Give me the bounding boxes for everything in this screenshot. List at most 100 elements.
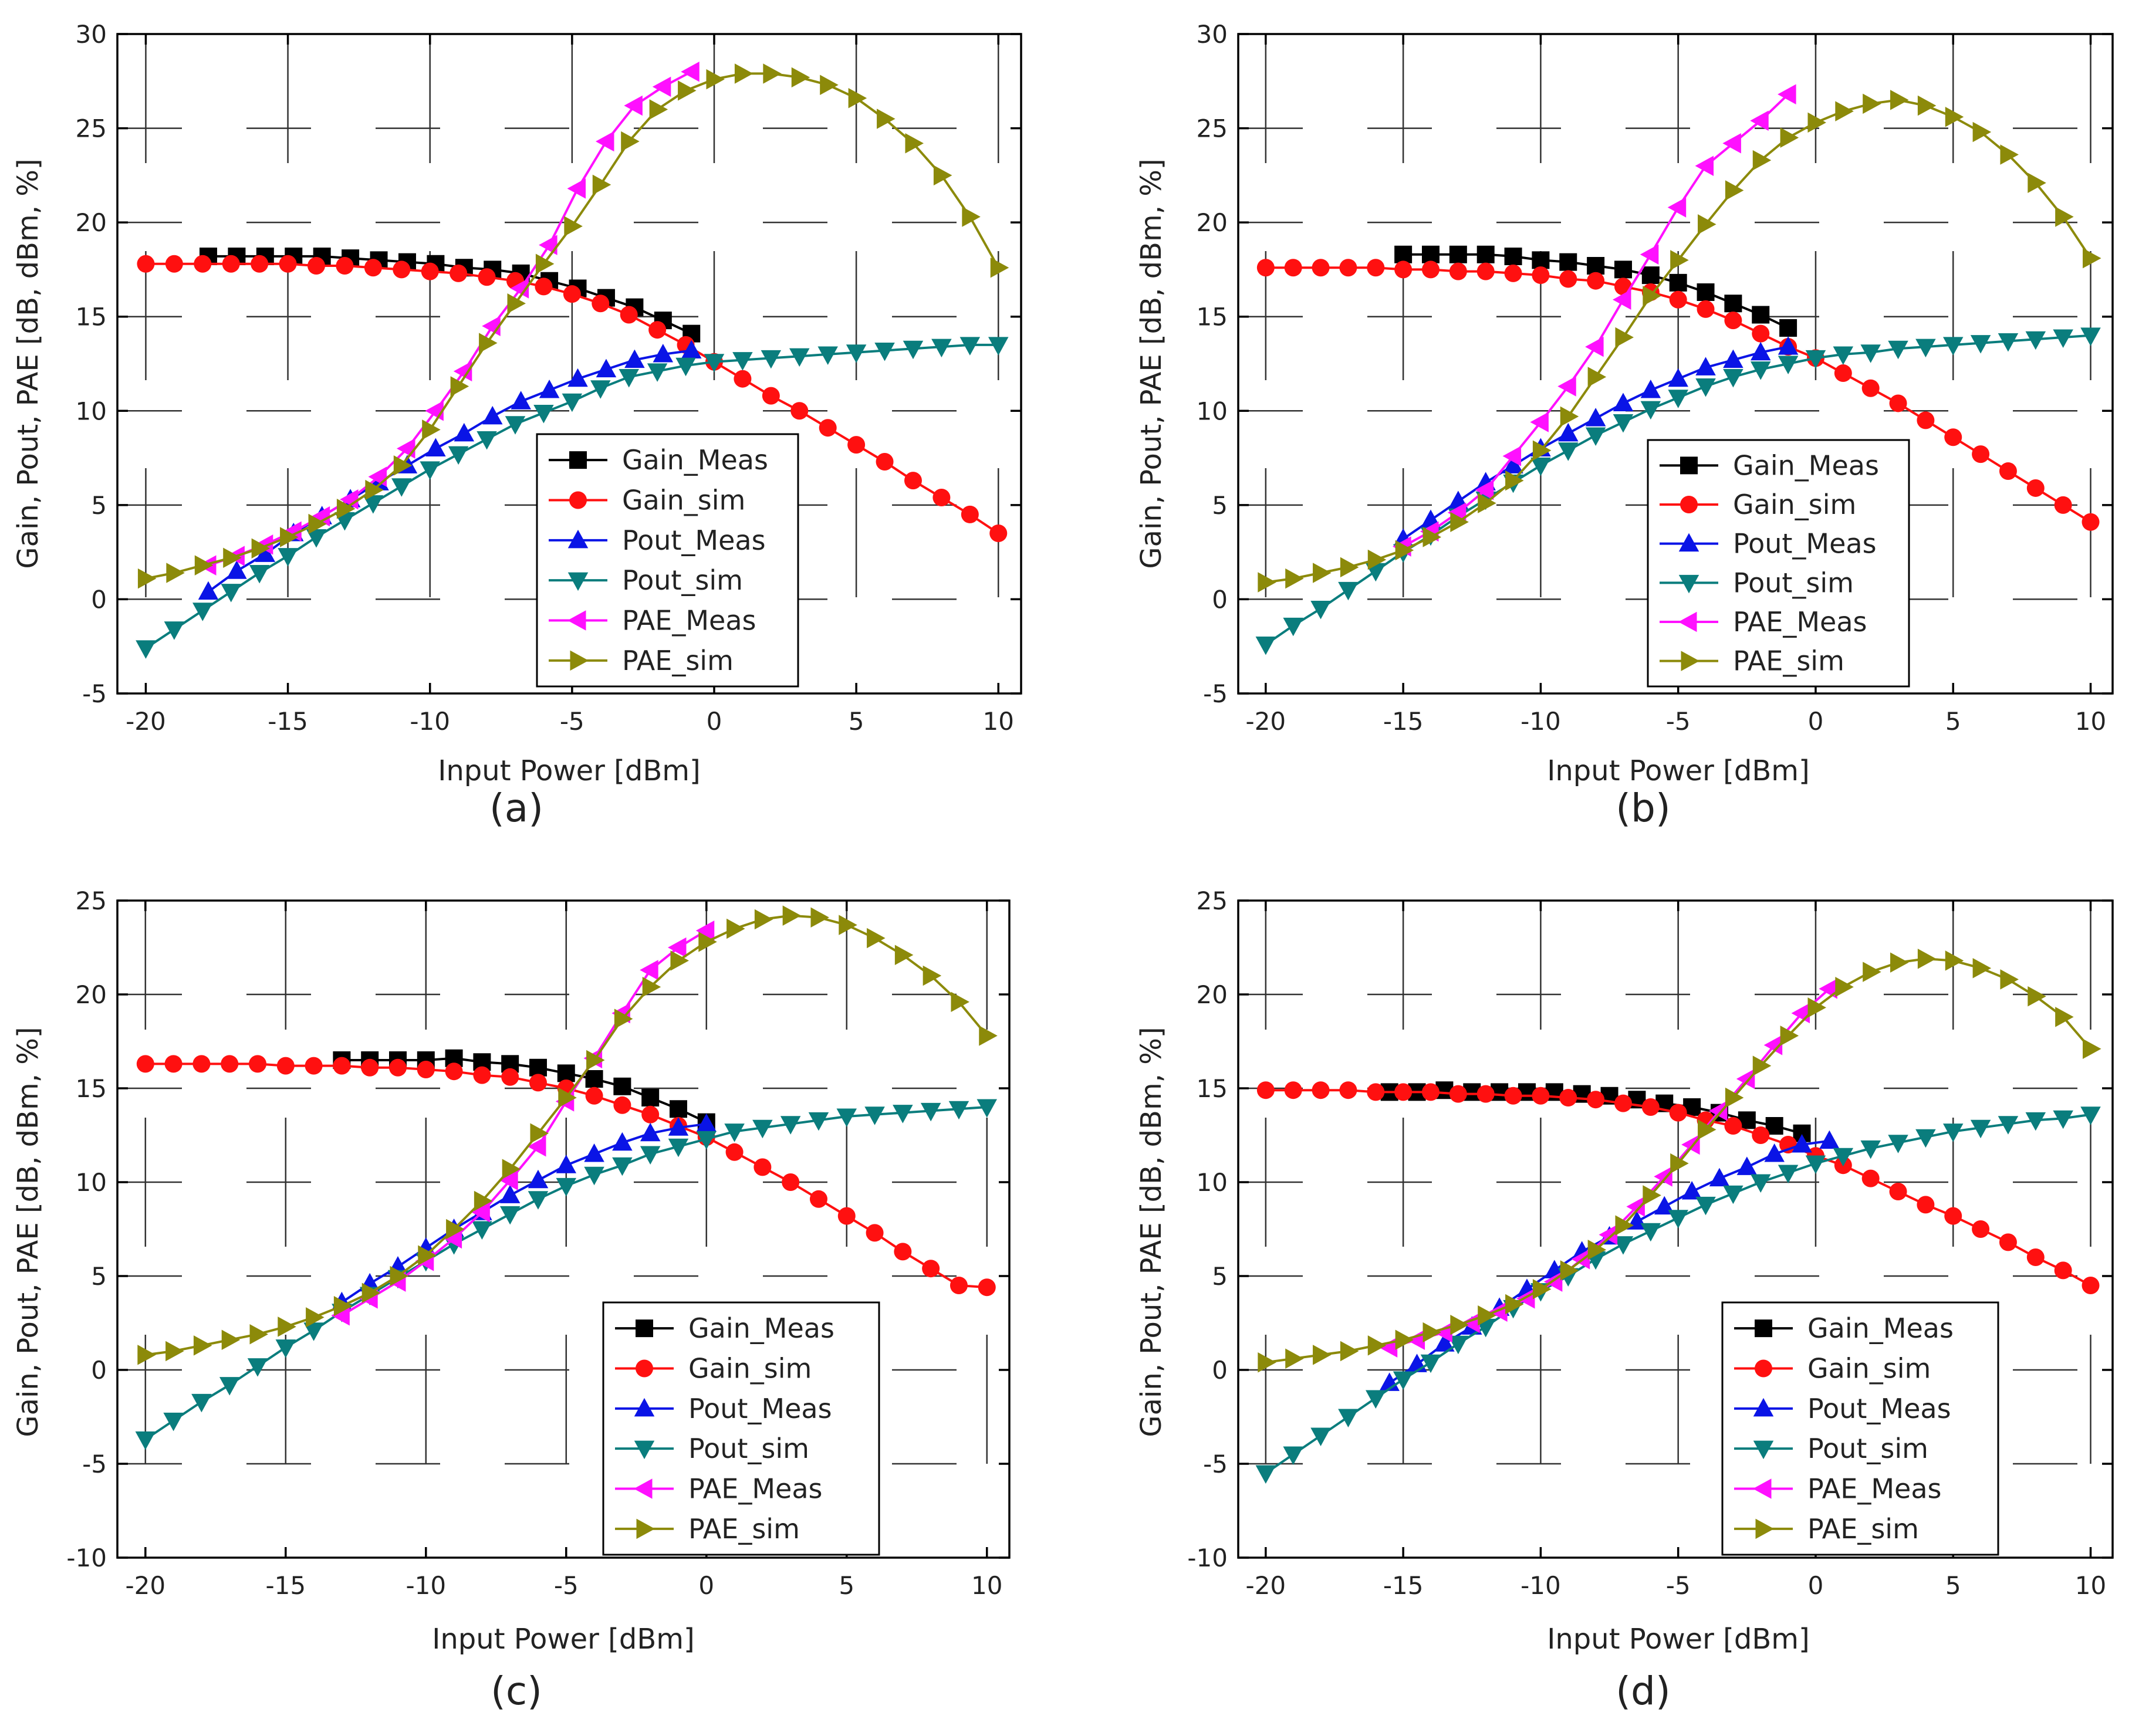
- data-point: [448, 446, 469, 465]
- data-point: [864, 1106, 885, 1125]
- legend-label: Pout_Meas: [1807, 1393, 1951, 1424]
- plot-frame: [1237, 899, 2114, 1559]
- legend-label: Gain_sim: [1807, 1353, 1931, 1385]
- data-point: [535, 253, 555, 275]
- x-tick-label: 10: [971, 1571, 1002, 1600]
- legend-label: Pout_sim: [622, 564, 743, 596]
- y-tick-label: 5: [1212, 491, 1228, 520]
- legend-marker: [636, 1359, 653, 1378]
- data-point: [1888, 1135, 1908, 1153]
- data-point: [303, 1322, 324, 1341]
- data-point: [529, 1058, 547, 1077]
- data-point: [1449, 1085, 1467, 1103]
- x-axis-label: Input Power [dBm]: [1547, 1623, 1810, 1656]
- data-point: [667, 937, 687, 958]
- legend-item: PAE_sim: [615, 1513, 800, 1545]
- data-point: [529, 1074, 547, 1092]
- legend-box: [1721, 1301, 1999, 1556]
- data-point: [789, 348, 810, 367]
- data-point: [652, 76, 671, 97]
- data-point: [1613, 1236, 1634, 1255]
- data-point: [1970, 335, 1991, 354]
- series-Gain_sim: [136, 1055, 996, 1297]
- legend-item: PAE_Meas: [1734, 1473, 1941, 1505]
- x-tick-label: -10: [406, 1571, 446, 1600]
- data-point: [1725, 1087, 1744, 1108]
- data-point: [1313, 563, 1332, 583]
- x-tick-label: 0: [1808, 1571, 1824, 1600]
- data-point: [1447, 502, 1467, 523]
- data-point: [1669, 1104, 1687, 1122]
- x-tick-label: -15: [1383, 1571, 1424, 1600]
- data-point: [592, 174, 611, 195]
- y-tick-label: 20: [76, 208, 107, 237]
- y-axis-label: Gain, Pout, PAE [dB, dBm, %]: [12, 1027, 45, 1437]
- data-point: [1571, 1248, 1590, 1270]
- data-point: [1489, 1301, 1508, 1322]
- data-point: [1449, 245, 1467, 263]
- data-point: [473, 1066, 491, 1084]
- data-point: [1450, 1314, 1469, 1335]
- data-point: [510, 278, 529, 299]
- data-point: [221, 1055, 239, 1073]
- data-point: [866, 1224, 884, 1242]
- data-point: [874, 343, 895, 361]
- data-point: [1805, 1155, 1826, 1174]
- data-point: [933, 165, 952, 186]
- data-point: [336, 499, 356, 519]
- legend-marker: [634, 1440, 655, 1460]
- data-point: [1587, 257, 1605, 275]
- data-point: [706, 69, 725, 90]
- y-tick-label: 0: [1212, 585, 1228, 614]
- data-point: [988, 337, 1009, 356]
- data-point: [894, 1243, 912, 1261]
- legend-label: Gain_Meas: [622, 444, 768, 476]
- panel-caption: (b): [1616, 786, 1670, 831]
- data-point: [1312, 259, 1330, 277]
- legend-label: PAE_sim: [1733, 645, 1844, 677]
- data-point: [164, 621, 185, 640]
- ticks: -20 -15 -10 -5 0 5 10 -5 0 5 10 15 20 25 30: [1197, 20, 2113, 736]
- data-point: [1587, 367, 1607, 387]
- data-point: [1310, 600, 1331, 620]
- data-point: [1834, 364, 1852, 383]
- data-point: [564, 216, 583, 236]
- x-axis-label: Input Power [dBm]: [1547, 754, 1810, 787]
- series-Pout_sim: [136, 337, 1009, 659]
- data-point: [136, 1055, 154, 1073]
- legend-marker: [567, 610, 586, 631]
- data-point: [556, 1155, 577, 1173]
- data-point: [2080, 327, 2101, 346]
- legend-marker: [634, 1478, 653, 1499]
- legend-item: Pout_Meas: [1660, 528, 1877, 560]
- data-point: [1780, 1026, 1799, 1046]
- data-point: [1640, 244, 1659, 265]
- data-point: [1655, 1094, 1674, 1112]
- legend-item: Pout_sim: [1660, 567, 1854, 598]
- data-point: [808, 1112, 829, 1131]
- legend-box: [536, 433, 799, 688]
- data-point: [1750, 110, 1769, 131]
- y-tick-label: 15: [76, 1074, 107, 1103]
- legend-marker: [636, 1319, 653, 1338]
- data-point: [1338, 1409, 1359, 1427]
- x-tick-label: -10: [1520, 707, 1561, 736]
- data-point: [165, 255, 183, 273]
- data-point: [586, 1050, 605, 1071]
- data-point: [1972, 445, 1990, 463]
- data-point: [647, 363, 668, 382]
- y-tick-label: 0: [91, 585, 107, 614]
- x-axis-label: Input Power [dBm]: [432, 1623, 695, 1656]
- data-point: [530, 1123, 549, 1144]
- legend-item: PAE_Meas: [615, 1473, 822, 1505]
- data-point: [621, 131, 640, 152]
- data-point: [1917, 411, 1935, 429]
- data-point: [1640, 379, 1661, 398]
- data-point: [558, 1087, 577, 1108]
- legend-label: PAE_sim: [622, 645, 734, 676]
- data-point: [1284, 1081, 1302, 1099]
- y-tick-label: 25: [1197, 114, 1228, 143]
- data-point: [1695, 1196, 1716, 1216]
- data-point: [137, 568, 157, 589]
- legend-item: PAE_sim: [1734, 1513, 1919, 1545]
